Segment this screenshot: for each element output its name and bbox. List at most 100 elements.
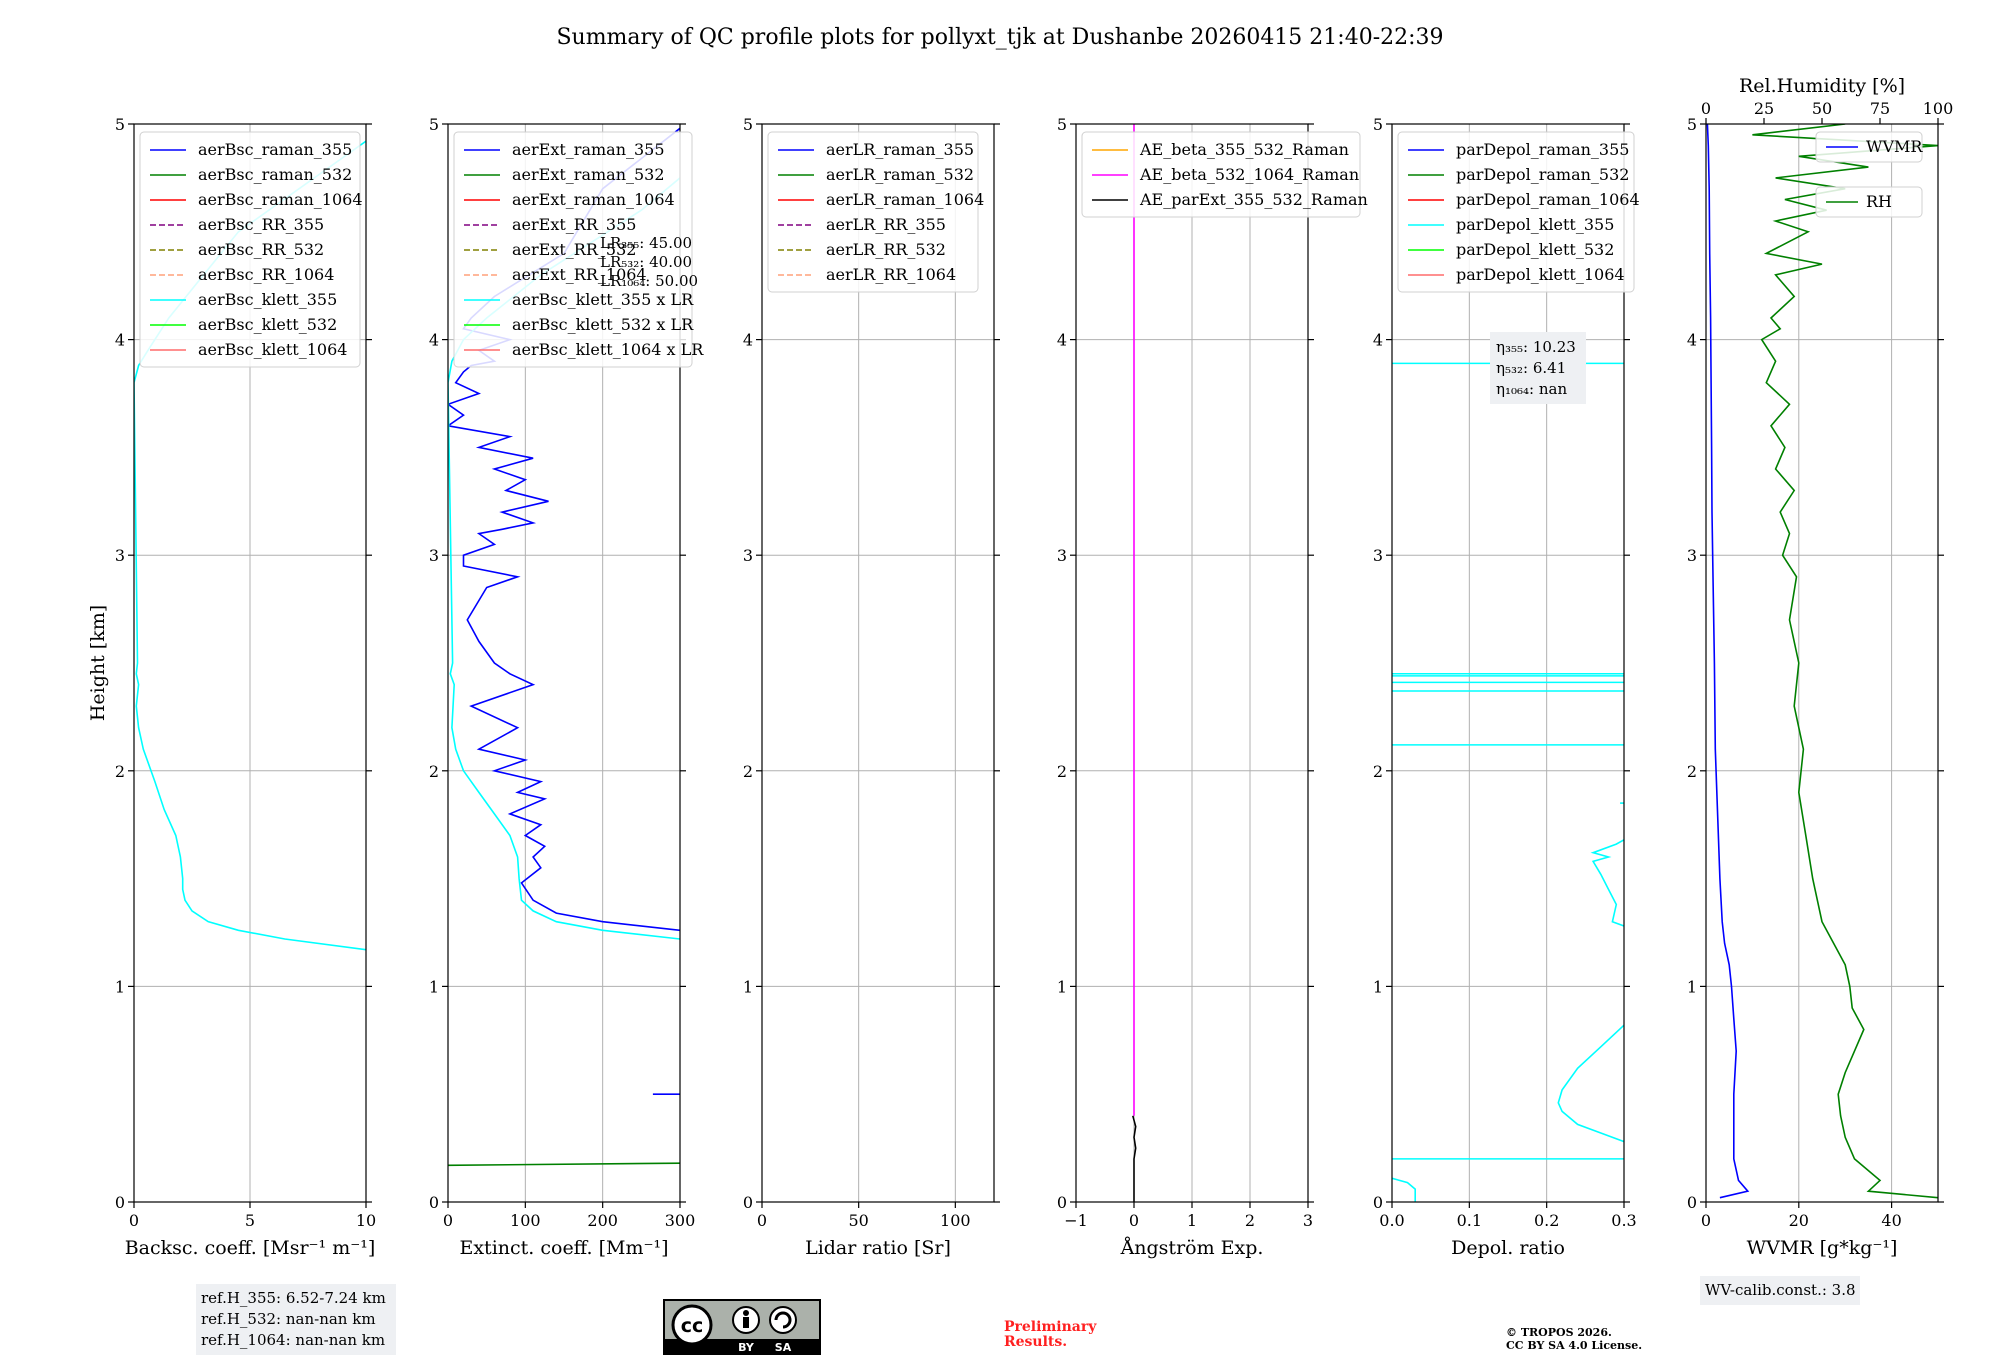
preliminary-line2: Results.: [1004, 1334, 1067, 1350]
axes-frame: [761, 123, 995, 1203]
legend-label: aerBsc_klett_532: [198, 315, 337, 334]
annotation-text: WV-calib.const.: 3.8: [1705, 1281, 1856, 1299]
x-axis-label: Extinct. coeff. [Mm⁻¹]: [459, 1237, 668, 1259]
panel-depol: 0.0 0.1 0.2 0.3 0 1 2 3 4 5 Depol. ratio parDepol_r…: [1373, 115, 1640, 1259]
x-tick-label: 20: [1789, 1211, 1809, 1230]
x-tick-label: 3: [1303, 1211, 1313, 1230]
legend: WVMR RH: [1815, 131, 1923, 218]
x-tick-label: 0: [443, 1211, 453, 1230]
annotation-text: ref.H_1064: nan-nan km: [201, 1331, 385, 1349]
by-label: BY: [738, 1341, 755, 1354]
cc-label: cc: [681, 1315, 704, 1337]
y-tick-label: 3: [1373, 546, 1383, 565]
top-tick-label: 50: [1812, 99, 1832, 118]
cc-license-badge: cc BY SA: [663, 1299, 821, 1355]
x-tick-label: 100: [510, 1211, 541, 1230]
x-tick-label: −1: [1064, 1211, 1088, 1230]
y-tick-label: 2: [115, 762, 125, 781]
legend-frame: [453, 131, 693, 368]
legend-label: parDepol_klett_355: [1456, 215, 1614, 234]
y-tick-label: 2: [1057, 762, 1067, 781]
series-parDepol_klett_355_c: [1590, 839, 1624, 927]
legend-label: aerLR_raman_532: [826, 165, 974, 184]
y-tick-label: 4: [1057, 331, 1067, 350]
y-tick-label: 3: [743, 546, 753, 565]
panel-backscatter: 0 5 10 0 1 2 3 4 5 Backsc. coeff. [Msr⁻¹ m⁻¹] Heig…: [87, 115, 396, 1355]
y-tick-label: 0: [1373, 1193, 1383, 1212]
y-tick-label: 4: [429, 331, 439, 350]
y-tick-label: 2: [1373, 762, 1383, 781]
y-tick-label: 5: [743, 115, 753, 134]
top-tick-label: 75: [1870, 99, 1890, 118]
y-tick-label: 5: [1057, 115, 1067, 134]
legend-label: aerBsc_raman_1064: [198, 190, 363, 209]
legend-label: aerBsc_RR_1064: [198, 265, 334, 284]
legend-label: aerLR_RR_1064: [826, 265, 956, 284]
x-tick-label: 0.0: [1379, 1211, 1404, 1230]
y-tick-label: 4: [115, 331, 125, 350]
legend: AE_beta_355_532_Raman AE_beta_532_1064_Ra…: [1081, 131, 1368, 218]
lr-text: LR₁₀₆₄: 50.00: [600, 272, 698, 290]
eta-text: η₃₅₅: 10.23: [1496, 338, 1576, 356]
series-RH: [1752, 124, 1938, 1199]
x-tick-label: 50: [848, 1211, 868, 1230]
legend-label: AE_beta_532_1064_Raman: [1139, 165, 1359, 184]
x-axis-label: Backsc. coeff. [Msr⁻¹ m⁻¹]: [125, 1237, 376, 1259]
legend-label: aerBsc_raman_532: [198, 165, 352, 184]
x-tick-label: 0: [129, 1211, 139, 1230]
data-layer: [1392, 362, 1624, 1202]
top-tick-label: 100: [1923, 99, 1954, 118]
y-tick-label: 1: [115, 977, 125, 996]
legend-label: parDepol_raman_1064: [1456, 190, 1640, 209]
x-axis-label: Depol. ratio: [1451, 1237, 1565, 1259]
panel-lidar_ratio: 0 50 100 0 1 2 3 4 5 Lidar ratio [Sr] aerLR_raman_…: [743, 115, 1000, 1259]
x-tick-label: 200: [587, 1211, 618, 1230]
legend-label: aerExt_raman_1064: [512, 190, 675, 209]
axes-frame: [1705, 123, 1939, 1203]
series-AE_parExt_355_532_Raman: [1132, 1115, 1137, 1202]
annotation-box: [1700, 1276, 1860, 1305]
y-tick-label: 5: [1687, 115, 1697, 134]
legend-label: aerExt_RR_532: [512, 240, 636, 259]
figure-title: Summary of QC profile plots for pollyxt_…: [556, 25, 1443, 50]
x-tick-label: 300: [665, 1211, 696, 1230]
legend-label: parDepol_raman_532: [1456, 165, 1629, 184]
legend-label: aerBsc_klett_1064: [198, 340, 347, 359]
panel-extinction: 0 100 200 300 0 1 2 3 4 5 Extinct. coeff. [Mm⁻¹] ae…: [429, 115, 704, 1259]
panel-wvmr: 0 20 40 0 1 2 3 4 5 WVMR [g*kg⁻¹] 0 25 50 75 100 Rel.Hu…: [1687, 75, 1953, 1305]
y-tick-label: 3: [429, 546, 439, 565]
y-tick-label: 1: [429, 977, 439, 996]
y-tick-label: 4: [1373, 331, 1383, 350]
legend-frame: [1397, 131, 1635, 293]
x-tick-label: 40: [1881, 1211, 1901, 1230]
y-tick-label: 0: [743, 1193, 753, 1212]
top-tick-label: 25: [1754, 99, 1774, 118]
legend-label: aerBsc_RR_355: [198, 215, 324, 234]
y-tick-label: 2: [429, 762, 439, 781]
x-tick-label: 10: [356, 1211, 376, 1230]
x-tick-label: 0.1: [1457, 1211, 1482, 1230]
x-tick-label: 5: [245, 1211, 255, 1230]
legend-frame: [139, 131, 361, 368]
annotation-box: [196, 1284, 396, 1355]
x-axis-label: WVMR [g*kg⁻¹]: [1747, 1237, 1898, 1259]
legend-label: aerBsc_RR_532: [198, 240, 324, 259]
x-tick-label: 2: [1245, 1211, 1255, 1230]
y-tick-label: 3: [115, 546, 125, 565]
y-tick-label: 1: [743, 977, 753, 996]
y-tick-label: 0: [1057, 1193, 1067, 1212]
x-tick-label: 0: [1129, 1211, 1139, 1230]
legend-label: aerExt_RR_1064: [512, 265, 647, 284]
annotation-text: ref.H_355: 6.52-7.24 km: [201, 1289, 386, 1307]
y-tick-label: 4: [1687, 331, 1697, 350]
y-tick-label: 0: [115, 1193, 125, 1212]
top-tick-label: 0: [1701, 99, 1711, 118]
data-layer: [1132, 124, 1137, 1202]
copyright-line1: © TROPOS 2026.: [1506, 1326, 1612, 1339]
y-tick-label: 3: [1687, 546, 1697, 565]
legend: parDepol_raman_355 parDepol_raman_532 parD…: [1397, 131, 1640, 293]
x-tick-label: 1: [1187, 1211, 1197, 1230]
